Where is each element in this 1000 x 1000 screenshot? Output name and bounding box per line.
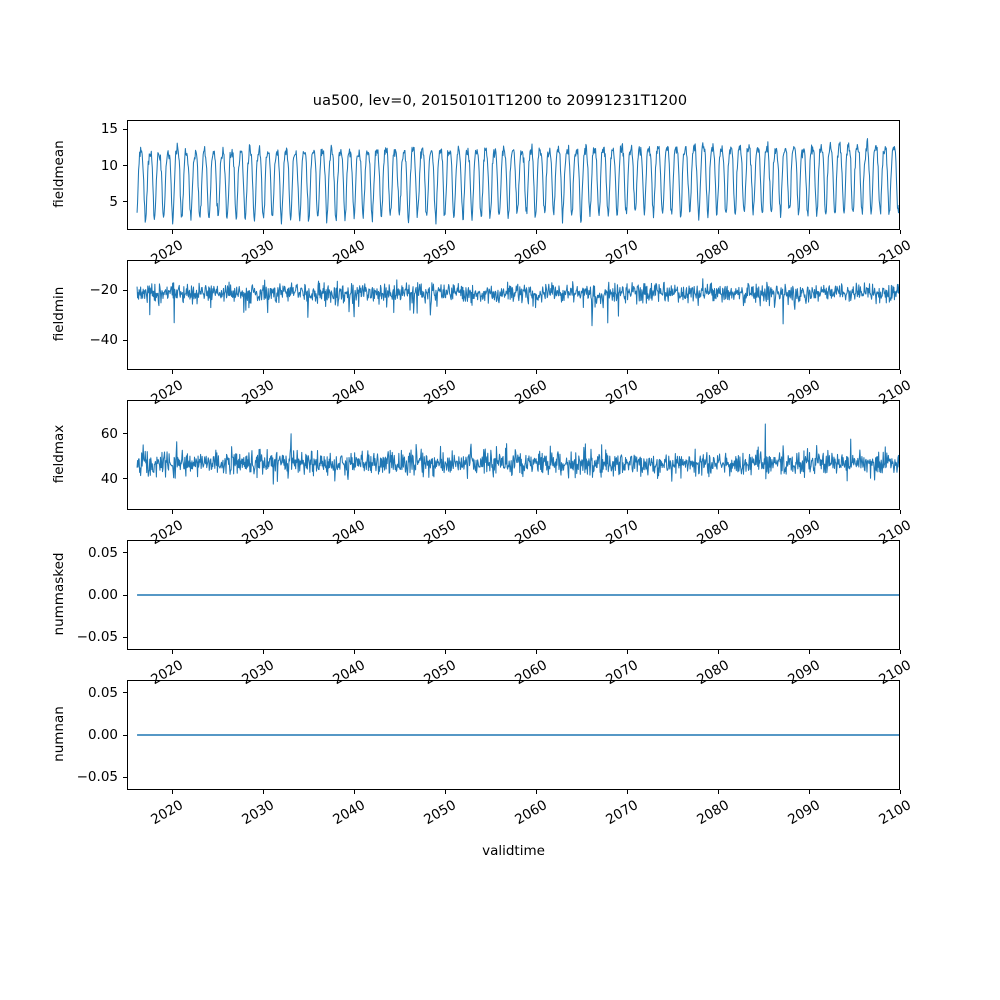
ytick-mark <box>123 478 127 480</box>
xtick-mark <box>535 790 537 794</box>
ytick-mark <box>123 734 127 736</box>
xtick-mark <box>353 790 355 794</box>
xtick-label: 2090 <box>785 797 824 829</box>
fieldmin-data-line <box>137 279 899 326</box>
xtick-mark <box>171 510 174 514</box>
ytick-label-numnan: −0.05 <box>76 769 118 786</box>
ytick-label-fieldmin: −20 <box>89 282 119 298</box>
ylabel-fieldmax: fieldmax <box>51 424 67 484</box>
ytick-mark <box>123 552 127 554</box>
xtick-mark <box>444 650 446 654</box>
fieldmean-data-line <box>137 139 899 224</box>
xtick-mark <box>171 650 174 654</box>
ytick-label-fieldmax: 60 <box>100 425 118 442</box>
ytick-mark <box>123 339 127 341</box>
ytick-mark <box>123 289 127 291</box>
xtick-mark <box>717 230 719 234</box>
xtick-mark <box>899 510 901 514</box>
xtick-label: 2070 <box>603 797 642 829</box>
xtick-mark <box>899 370 901 374</box>
xtick-mark <box>808 230 810 234</box>
xtick-label: 2020 <box>148 797 187 829</box>
xtick-mark <box>808 790 810 794</box>
ytick-mark <box>123 165 127 167</box>
xtick-mark <box>353 650 355 654</box>
ytick-label-nummasked: −0.05 <box>76 629 118 646</box>
xtick-label: 2080 <box>694 797 733 829</box>
ytick-label-fieldmean: 15 <box>100 121 118 138</box>
xtick-mark <box>171 370 174 374</box>
subplot-numnan <box>127 680 900 790</box>
xtick-mark <box>808 370 810 374</box>
nummasked-line-plot <box>128 541 899 649</box>
ytick-label-fieldmean: 5 <box>109 193 118 210</box>
xtick-mark <box>535 650 537 654</box>
ytick-label-nummasked: 0.00 <box>87 587 118 603</box>
ytick-label-numnan: 0.05 <box>87 684 118 701</box>
xtick-mark <box>262 510 265 514</box>
ytick-label-fieldmean: 10 <box>100 157 118 174</box>
subplot-fieldmean <box>127 120 900 230</box>
ytick-mark <box>123 201 127 203</box>
ylabel-fieldmin: fieldmin <box>51 286 67 342</box>
xtick-mark <box>535 370 537 374</box>
ytick-mark <box>123 692 127 694</box>
xtick-mark <box>717 510 719 514</box>
xtick-mark <box>899 230 901 234</box>
xtick-mark <box>262 650 265 654</box>
fieldmax-line-plot <box>128 401 899 509</box>
xtick-label: 2050 <box>421 797 460 829</box>
xtick-mark <box>717 790 719 794</box>
xtick-mark <box>626 510 628 514</box>
xtick-label: 2060 <box>512 797 551 829</box>
xtick-label: 2040 <box>330 797 369 829</box>
xtick-mark <box>808 510 810 514</box>
ytick-mark <box>123 636 127 638</box>
ytick-mark <box>123 776 127 778</box>
fieldmean-line-plot <box>128 121 899 229</box>
xtick-mark <box>444 790 446 794</box>
xtick-mark <box>626 790 628 794</box>
xtick-mark <box>353 230 355 234</box>
xtick-mark <box>717 650 719 654</box>
xtick-mark <box>262 230 265 234</box>
ytick-mark <box>123 433 127 435</box>
ytick-mark <box>123 594 127 596</box>
xtick-mark <box>535 510 537 514</box>
xtick-mark <box>353 370 355 374</box>
xtick-mark <box>626 370 628 374</box>
xtick-label: 2100 <box>876 797 914 829</box>
xtick-mark <box>535 230 537 234</box>
fieldmax-data-line <box>137 424 899 484</box>
subplot-nummasked <box>127 540 900 650</box>
xtick-mark <box>444 510 446 514</box>
xtick-mark <box>808 650 810 654</box>
xtick-mark <box>262 370 265 374</box>
ytick-label-fieldmax: 40 <box>100 470 118 487</box>
xtick-mark <box>353 510 355 514</box>
ytick-label-nummasked: 0.05 <box>87 544 118 561</box>
xtick-mark <box>171 230 174 234</box>
xtick-mark <box>444 230 446 234</box>
xtick-mark <box>262 790 265 794</box>
xtick-mark <box>899 790 901 794</box>
numnan-line-plot <box>128 681 899 789</box>
ytick-label-fieldmin: −40 <box>89 332 119 348</box>
fieldmin-line-plot <box>128 261 899 369</box>
xlabel: validtime <box>482 843 545 859</box>
figure-title: ua500, lev=0, 20150101T1200 to 20991231T… <box>312 93 688 109</box>
subplot-fieldmax <box>127 400 900 510</box>
ytick-mark <box>123 128 127 131</box>
xtick-mark <box>171 790 174 794</box>
xtick-mark <box>899 650 901 654</box>
xtick-mark <box>626 230 628 234</box>
xtick-mark <box>444 370 446 374</box>
xtick-mark <box>717 370 719 374</box>
ytick-label-numnan: 0.00 <box>87 727 118 743</box>
subplot-fieldmin <box>127 260 900 370</box>
xtick-mark <box>626 650 628 654</box>
xtick-label: 2030 <box>239 797 278 829</box>
